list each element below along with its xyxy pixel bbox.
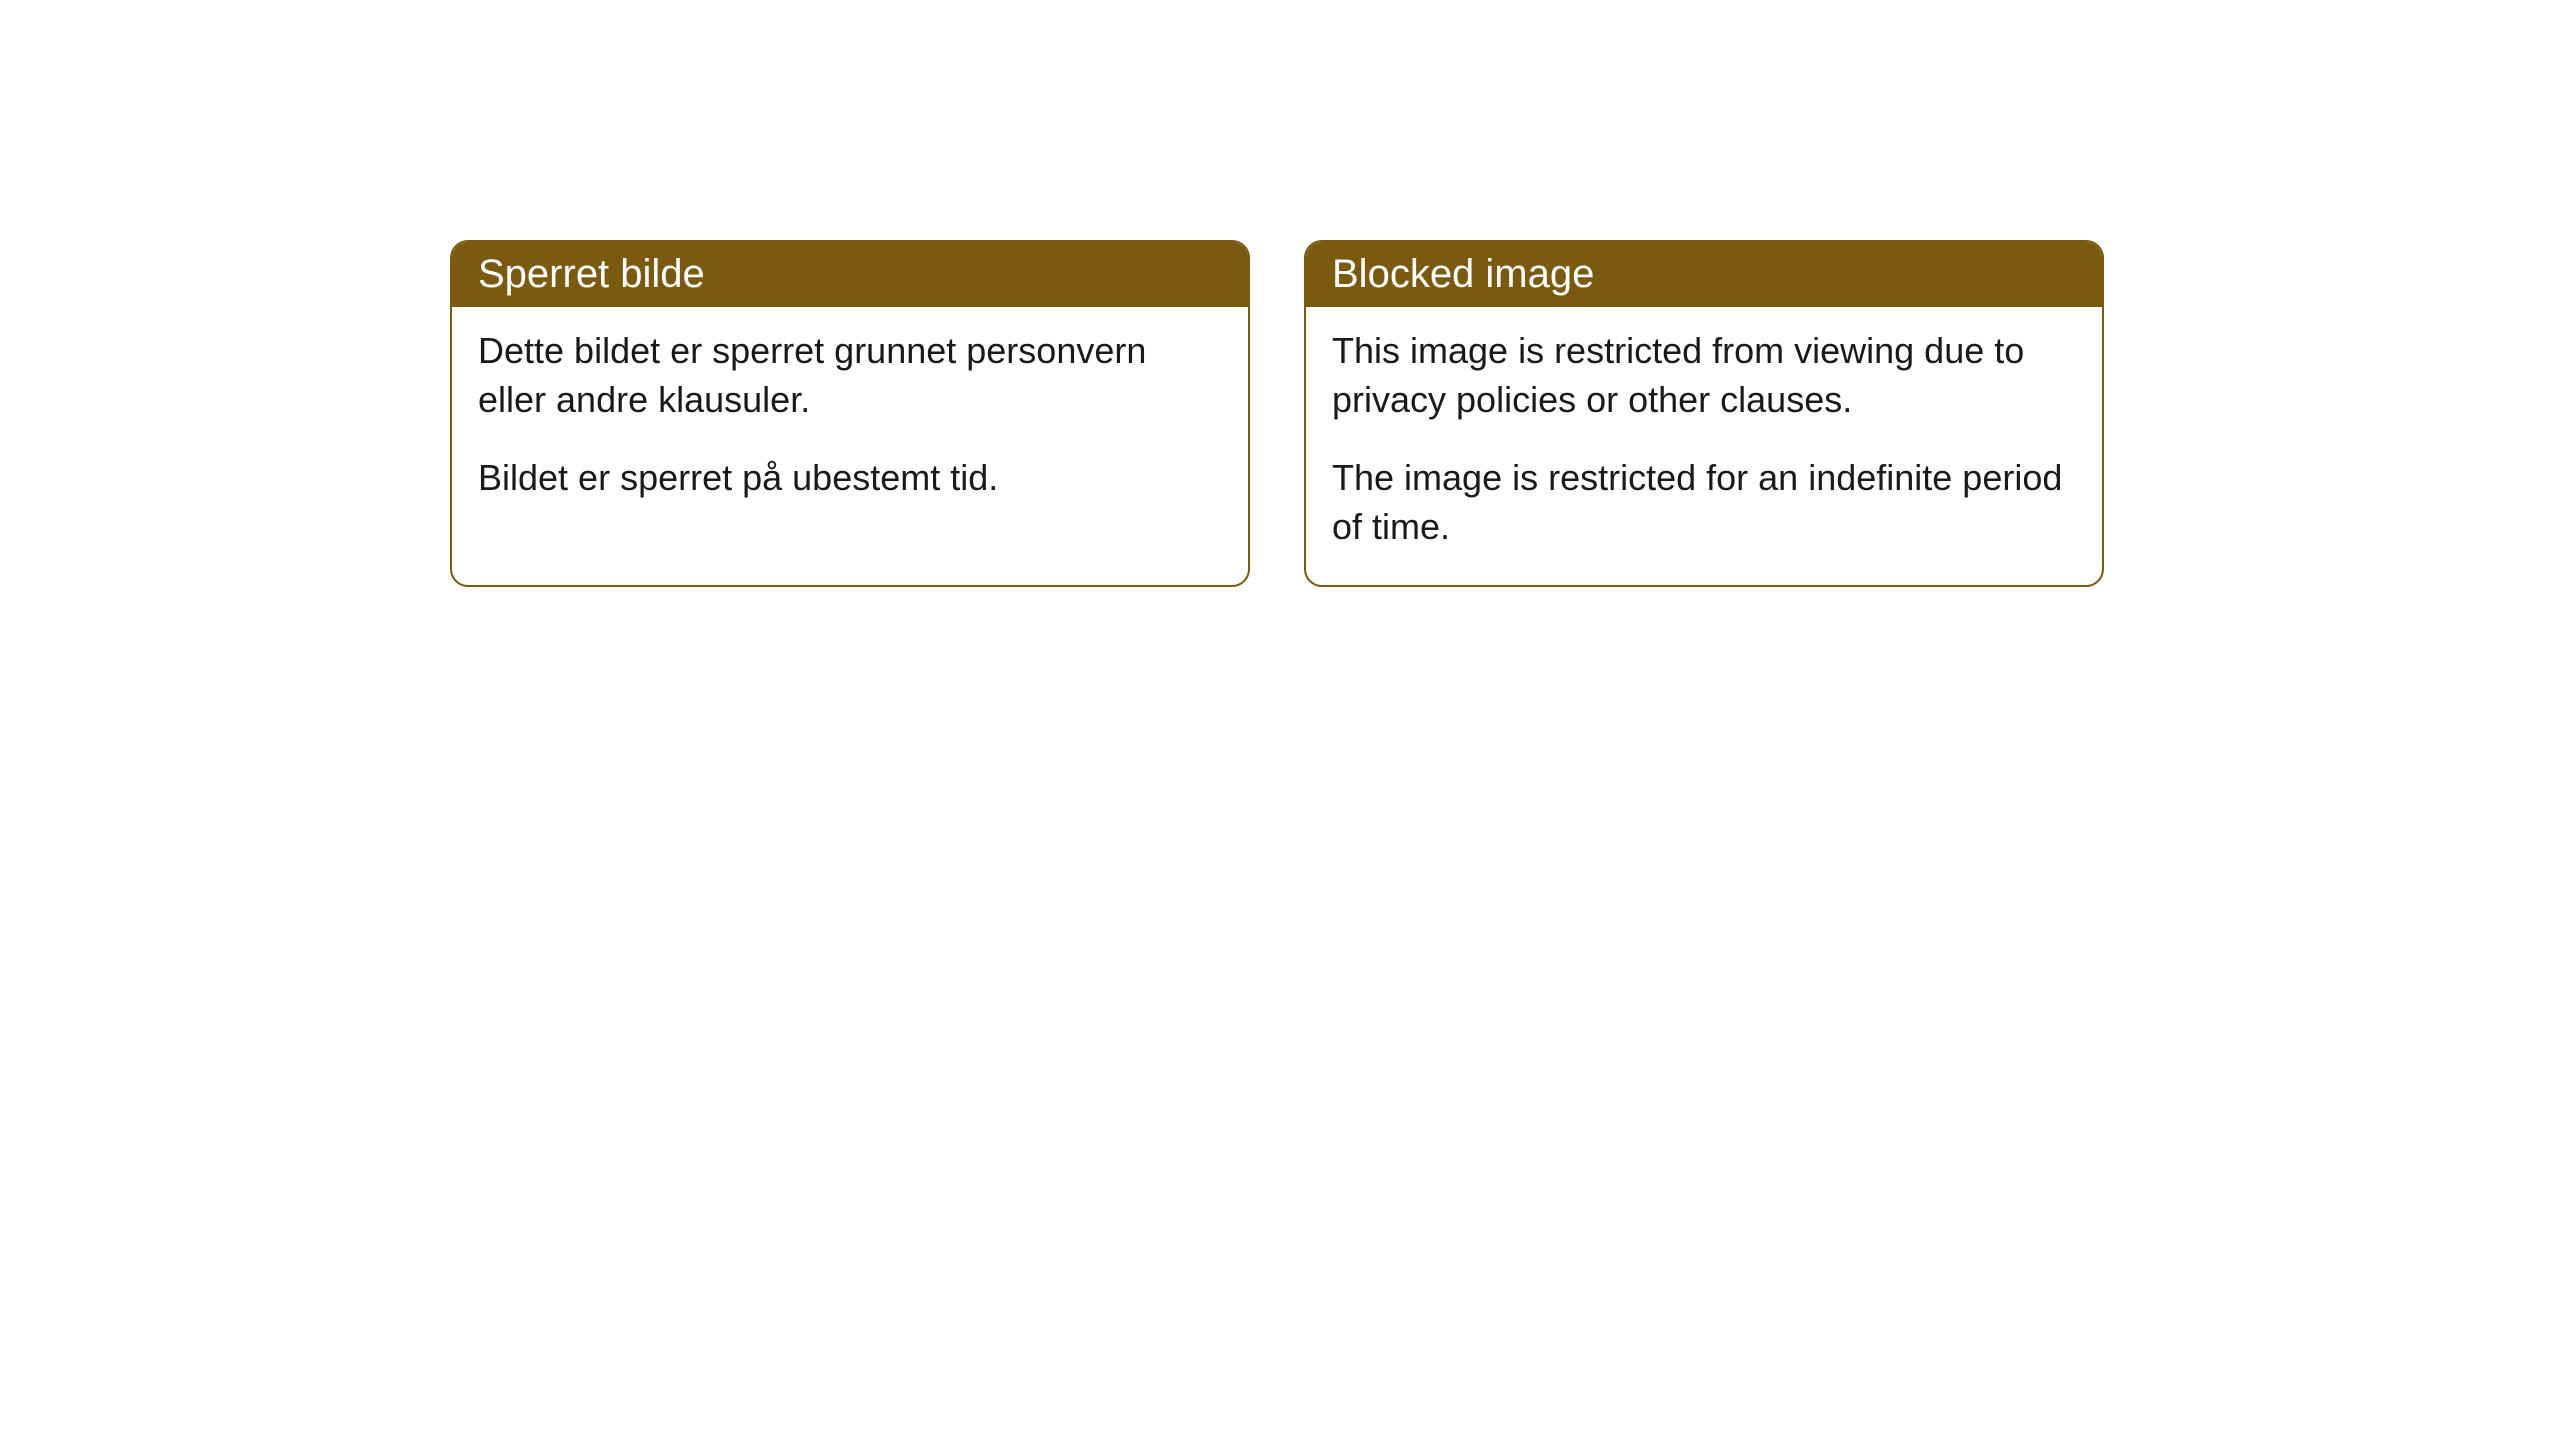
card-paragraph: Dette bildet er sperret grunnet personve… (478, 327, 1222, 424)
card-paragraph: The image is restricted for an indefinit… (1332, 454, 2076, 551)
notice-cards-container: Sperret bilde Dette bildet er sperret gr… (0, 0, 2560, 587)
card-body: This image is restricted from viewing du… (1306, 307, 2102, 585)
card-header: Blocked image (1306, 242, 2102, 307)
card-body: Dette bildet er sperret grunnet personve… (452, 307, 1248, 537)
card-paragraph: This image is restricted from viewing du… (1332, 327, 2076, 424)
notice-card-english: Blocked image This image is restricted f… (1304, 240, 2104, 587)
card-header: Sperret bilde (452, 242, 1248, 307)
notice-card-norwegian: Sperret bilde Dette bildet er sperret gr… (450, 240, 1250, 587)
card-paragraph: Bildet er sperret på ubestemt tid. (478, 454, 1222, 503)
